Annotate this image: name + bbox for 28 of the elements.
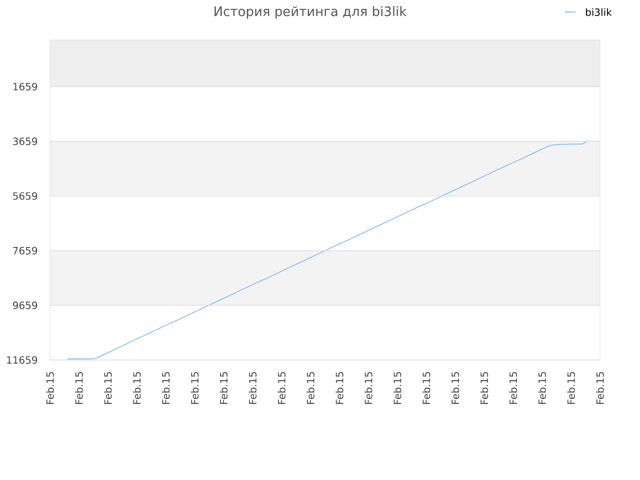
chart-title: История рейтинга для bi3lik: [214, 6, 407, 19]
x-tick-label: Feb.15: [509, 372, 518, 404]
x-tick-label: Feb.15: [596, 372, 604, 404]
y-tick-label: 9659: [12, 302, 38, 310]
y-tick-label: 3659: [13, 138, 38, 146]
x-tick-label: Feb.15: [46, 372, 54, 404]
x-tick-label: Feb.15: [567, 372, 575, 404]
x-tick-label: Feb.15: [220, 372, 228, 404]
x-tick-label: Feb.15: [104, 372, 112, 404]
x-tick-label: Feb.15: [480, 372, 488, 404]
y-tick-label: 7659: [13, 246, 38, 254]
x-tick-label: Feb.15: [393, 372, 402, 404]
y-tick-label: 5659: [13, 192, 38, 200]
x-tick-label: Feb.15: [190, 372, 199, 404]
x-tick-label: Feb.15: [336, 372, 344, 404]
x-tick-label: Feb.15: [162, 372, 170, 404]
y-tick-label: 11659: [7, 356, 38, 364]
x-tick-label: Feb.15: [248, 372, 256, 404]
x-tick-label: Feb.15: [364, 372, 372, 404]
x-tick-label: Feb.15: [278, 372, 286, 404]
x-tick-label: Feb.15: [75, 372, 83, 404]
y-tick-label: 1659: [13, 82, 38, 90]
x-tick-label: Feb.15: [422, 372, 430, 404]
legend-label: bi3lik: [586, 8, 612, 16]
x-tick-label: Feb.15: [538, 372, 546, 404]
x-tick-label: Feb.15: [451, 372, 460, 404]
x-tick-label: Feb.15: [306, 372, 314, 404]
x-tick-label: Feb.15: [132, 372, 141, 404]
